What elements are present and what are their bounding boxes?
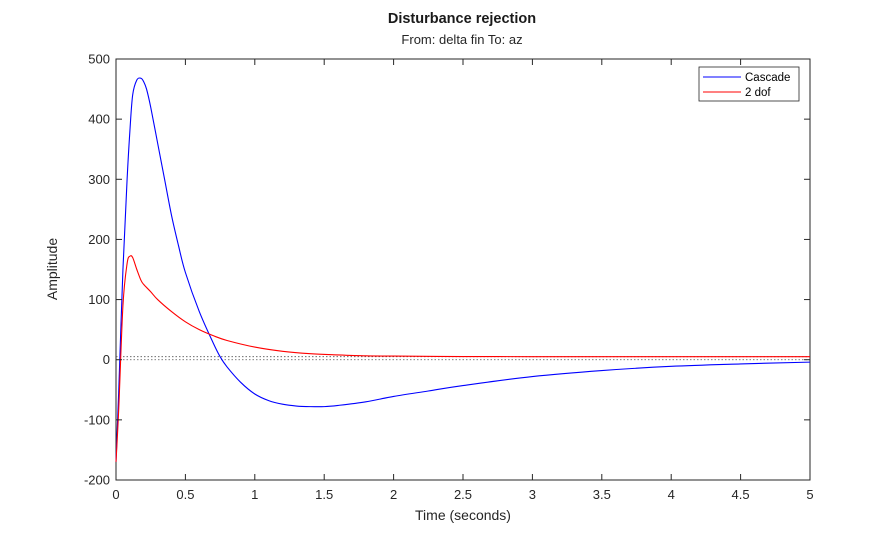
y-tick-label: 200 <box>88 232 110 247</box>
x-tick-label: 3 <box>529 487 536 502</box>
legend-label-2-dof: 2 dof <box>745 87 771 99</box>
y-tick-label: 100 <box>88 292 110 307</box>
x-tick-label: 4.5 <box>732 487 750 502</box>
x-axis-label: Time (seconds) <box>415 507 511 523</box>
series-line-2-dof <box>115 255 810 462</box>
series-line-cascade <box>115 77 811 462</box>
x-tick-label: 2 <box>390 487 397 502</box>
x-axis-ticks: 0 0.5 1 1.5 2 2.5 3 3.5 4 4.5 5 <box>112 59 814 502</box>
chart-title: Disturbance rejection <box>388 11 536 27</box>
y-axis-ticks: -200 -100 0 100 200 300 400 500 <box>84 52 810 488</box>
x-tick-label: 0 <box>112 487 119 502</box>
y-tick-label: 500 <box>88 52 110 67</box>
y-tick-label: 0 <box>103 352 110 367</box>
y-tick-label: 300 <box>88 172 110 187</box>
y-axis-label: Amplitude <box>44 238 60 300</box>
y-tick-label: 400 <box>88 112 110 127</box>
y-tick-label: -100 <box>84 412 110 427</box>
x-tick-label: 4 <box>668 487 675 502</box>
legend-label-cascade: Cascade <box>745 72 790 84</box>
chart-subtitle: From: delta fin To: az <box>401 32 522 47</box>
x-tick-label: 5 <box>806 487 813 502</box>
y-tick-label: -200 <box>84 473 110 488</box>
x-tick-label: 1.5 <box>315 487 333 502</box>
series-layer <box>115 77 811 462</box>
plot-area <box>115 58 811 481</box>
x-tick-label: 0.5 <box>176 487 194 502</box>
legend: Cascade 2 dof <box>698 66 800 102</box>
x-tick-label: 2.5 <box>454 487 472 502</box>
legend-box <box>698 66 800 102</box>
x-tick-label: 3.5 <box>593 487 611 502</box>
x-tick-label: 1 <box>251 487 258 502</box>
